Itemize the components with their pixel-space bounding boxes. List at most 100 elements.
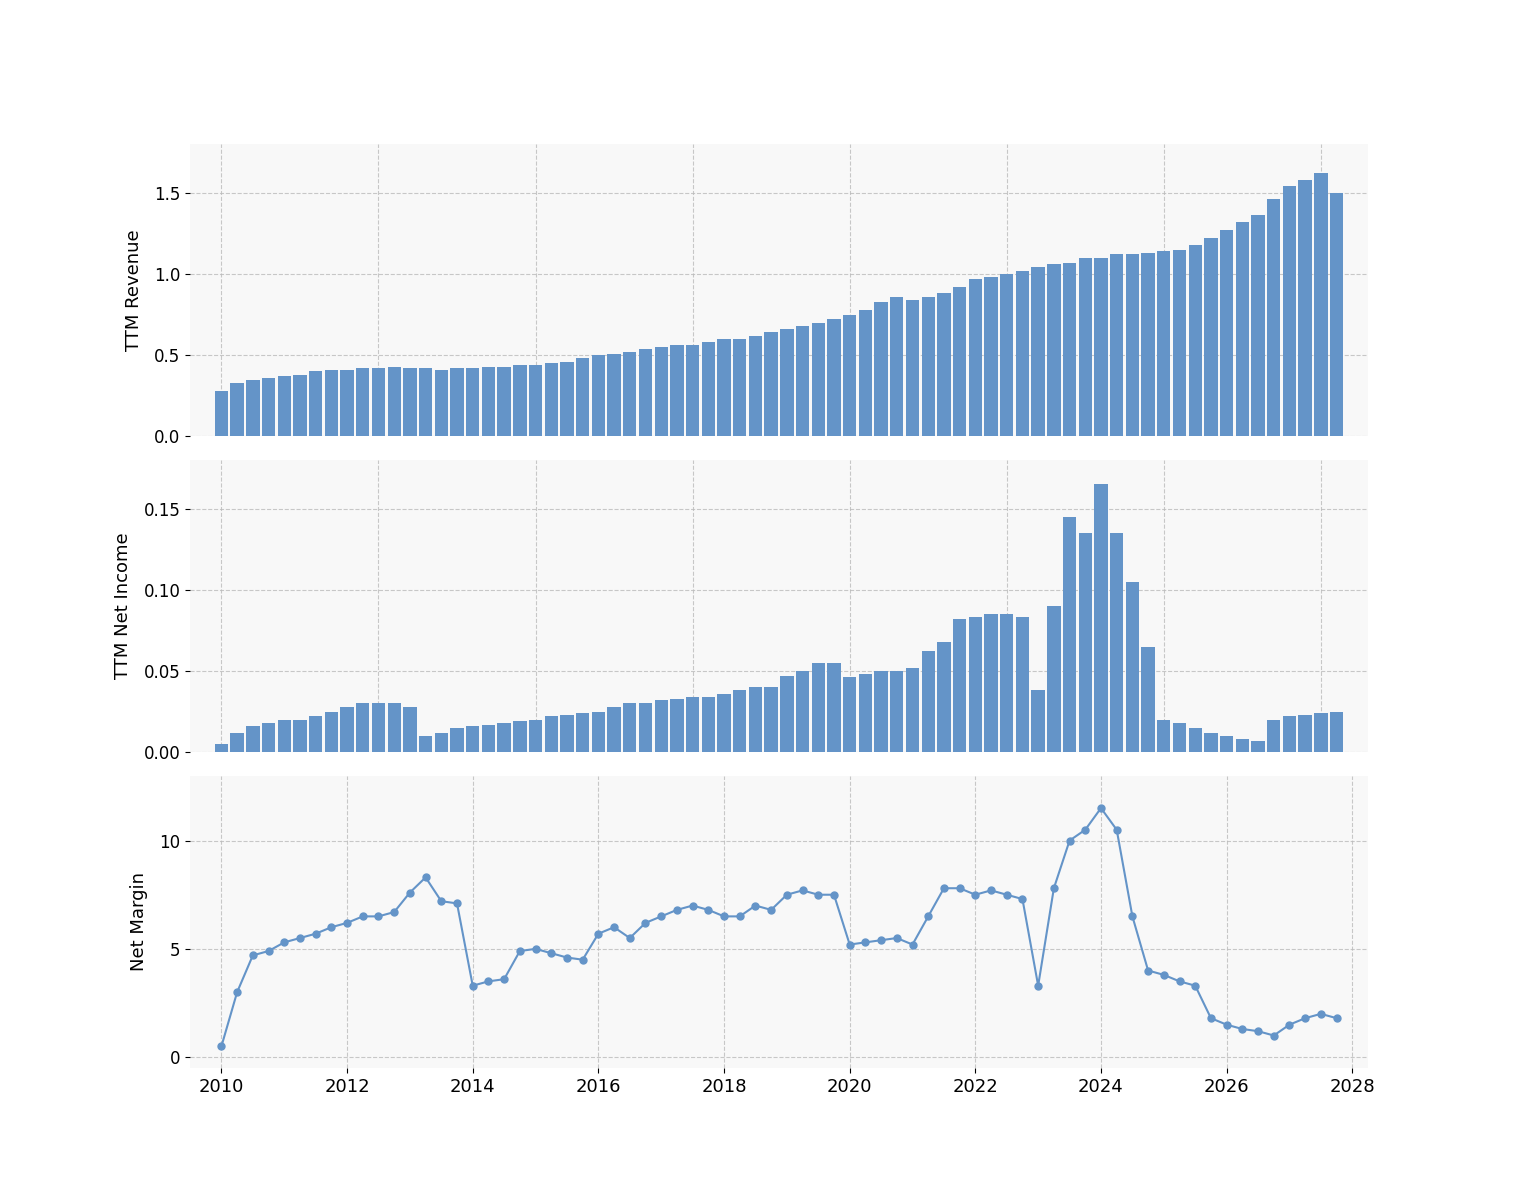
Bar — [1126, 582, 1138, 752]
Bar — [827, 662, 841, 752]
Bar — [514, 721, 526, 752]
Y-axis label: TTM Net Income: TTM Net Income — [114, 533, 132, 679]
Bar — [717, 694, 731, 752]
Bar — [1032, 690, 1044, 752]
Bar — [686, 697, 699, 752]
Bar — [1236, 739, 1249, 752]
Bar — [293, 720, 307, 752]
Bar — [1094, 258, 1108, 437]
Bar — [278, 720, 290, 752]
Bar — [482, 366, 496, 437]
Bar — [655, 701, 667, 752]
Bar — [874, 301, 888, 437]
Bar — [1173, 250, 1186, 437]
Bar — [953, 287, 967, 437]
Bar — [403, 368, 416, 437]
Bar — [576, 359, 590, 437]
Bar — [1142, 253, 1155, 437]
Y-axis label: TTM Revenue: TTM Revenue — [125, 229, 143, 352]
Bar — [938, 294, 950, 437]
Bar — [309, 372, 322, 437]
Bar — [891, 296, 903, 437]
Bar — [372, 368, 385, 437]
Bar — [1330, 712, 1344, 752]
Bar — [906, 667, 920, 752]
Bar — [356, 368, 369, 437]
Bar — [261, 722, 275, 752]
Bar — [388, 366, 401, 437]
Bar — [1094, 484, 1108, 752]
Bar — [1204, 239, 1218, 437]
Bar — [968, 278, 982, 437]
Bar — [1047, 606, 1061, 752]
Bar — [1157, 251, 1170, 437]
Bar — [670, 698, 684, 752]
Bar — [388, 703, 401, 752]
Bar — [638, 349, 652, 437]
Bar — [780, 676, 793, 752]
Bar — [859, 310, 872, 437]
Bar — [968, 617, 982, 752]
Y-axis label: Net Margin: Net Margin — [131, 872, 147, 971]
Bar — [1015, 617, 1029, 752]
Bar — [561, 361, 573, 437]
Bar — [1079, 258, 1091, 437]
Bar — [1268, 720, 1280, 752]
Bar — [403, 707, 416, 752]
Bar — [827, 319, 841, 437]
Bar — [1062, 517, 1076, 752]
Bar — [985, 277, 997, 437]
Bar — [561, 715, 573, 752]
Bar — [356, 703, 369, 752]
Bar — [576, 713, 590, 752]
Bar — [1000, 614, 1014, 752]
Bar — [246, 379, 260, 437]
Bar — [1173, 722, 1186, 752]
Bar — [261, 378, 275, 437]
Bar — [812, 662, 825, 752]
Bar — [467, 726, 479, 752]
Bar — [435, 370, 448, 437]
Bar — [1315, 713, 1327, 752]
Bar — [796, 671, 809, 752]
Bar — [1142, 647, 1155, 752]
Bar — [1000, 274, 1014, 437]
Bar — [340, 370, 354, 437]
Bar — [953, 619, 967, 752]
Bar — [1126, 254, 1138, 437]
Bar — [702, 342, 714, 437]
Bar — [749, 688, 762, 752]
Bar — [1221, 230, 1233, 437]
Bar — [859, 674, 872, 752]
Bar — [1062, 263, 1076, 437]
Bar — [544, 716, 558, 752]
Bar — [796, 326, 809, 437]
Bar — [1298, 180, 1312, 437]
Bar — [717, 338, 731, 437]
Bar — [544, 364, 558, 437]
Bar — [1110, 533, 1123, 752]
Bar — [1047, 264, 1061, 437]
Bar — [325, 712, 337, 752]
Bar — [686, 346, 699, 437]
Bar — [1189, 245, 1202, 437]
Bar — [733, 338, 746, 437]
Bar — [844, 678, 856, 752]
Bar — [278, 377, 290, 437]
Bar — [214, 391, 228, 437]
Bar — [450, 728, 464, 752]
Bar — [231, 733, 243, 752]
Bar — [765, 688, 778, 752]
Bar — [985, 614, 997, 752]
Bar — [812, 323, 825, 437]
Bar — [906, 300, 920, 437]
Bar — [591, 712, 605, 752]
Bar — [765, 332, 778, 437]
Bar — [702, 697, 714, 752]
Bar — [921, 296, 935, 437]
Bar — [1157, 720, 1170, 752]
Bar — [844, 314, 856, 437]
Bar — [938, 642, 950, 752]
Bar — [497, 722, 511, 752]
Bar — [1204, 733, 1218, 752]
